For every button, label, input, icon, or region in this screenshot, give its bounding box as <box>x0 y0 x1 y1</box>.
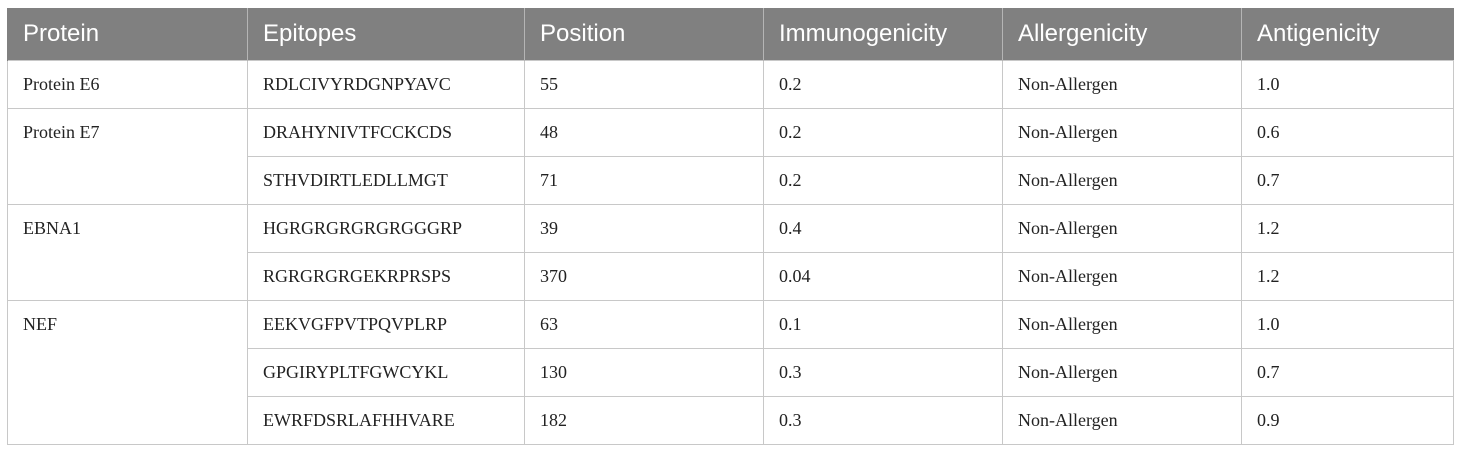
epitope-cell: HGRGRGRGRGRGGGRP <box>247 203 525 253</box>
epitope-cell: EEKVGFPVTPQVPLRP <box>247 299 525 349</box>
table-row: RGRGRGRGEKRPRSPS 370 0.04 Non-Allergen 1… <box>8 251 1454 301</box>
table-row: EWRFDSRLAFHHVARE 182 0.3 Non-Allergen 0.… <box>8 395 1454 445</box>
epitope-cell: GPGIRYPLTFGWCYKL <box>247 347 525 397</box>
antigenicity-cell: 0.9 <box>1241 395 1454 445</box>
epitope-table-container: Protein Epitopes Position Immunogenicity… <box>7 8 1454 445</box>
position-cell: 63 <box>524 299 764 349</box>
allergenicity-cell: Non-Allergen <box>1002 203 1242 253</box>
allergenicity-cell: Non-Allergen <box>1002 299 1242 349</box>
position-cell: 370 <box>524 251 764 301</box>
table-row: Protein E6 RDLCIVYRDGNPYAVC 55 0.2 Non-A… <box>7 59 1454 109</box>
protein-cell: EBNA1 <box>7 203 248 301</box>
header-allergenicity: Allergenicity <box>1002 8 1242 60</box>
protein-cell: NEF <box>7 299 248 445</box>
antigenicity-cell: 1.2 <box>1241 251 1454 301</box>
epitope-cell: EWRFDSRLAFHHVARE <box>247 395 525 445</box>
position-cell: 71 <box>524 155 764 205</box>
protein-cell: Protein E7 <box>7 107 248 205</box>
epitope-cell: DRAHYNIVTFCCKCDS <box>247 107 525 157</box>
position-cell: 55 <box>524 59 764 109</box>
immunogenicity-cell: 0.2 <box>763 155 1003 205</box>
epitope-cell: STHVDIRTLEDLLMGT <box>247 155 525 205</box>
antigenicity-cell: 0.7 <box>1241 347 1454 397</box>
position-cell: 130 <box>524 347 764 397</box>
table-row: EBNA1 HGRGRGRGRGRGGGRP 39 0.4 Non-Allerg… <box>7 203 1454 301</box>
epitope-cell: RGRGRGRGEKRPRSPS <box>247 251 525 301</box>
allergenicity-cell: Non-Allergen <box>1002 59 1242 109</box>
header-protein: Protein <box>7 8 248 60</box>
antigenicity-cell: 1.0 <box>1241 59 1454 109</box>
header-epitopes: Epitopes <box>247 8 525 60</box>
epitope-table: Protein Epitopes Position Immunogenicity… <box>7 8 1454 445</box>
immunogenicity-cell: 0.04 <box>763 251 1003 301</box>
immunogenicity-cell: 0.2 <box>763 59 1003 109</box>
allergenicity-cell: Non-Allergen <box>1002 155 1242 205</box>
immunogenicity-cell: 0.2 <box>763 107 1003 157</box>
protein-cell: Protein E6 <box>7 59 248 109</box>
epitope-cell: RDLCIVYRDGNPYAVC <box>247 59 525 109</box>
antigenicity-cell: 1.2 <box>1241 203 1454 253</box>
immunogenicity-cell: 0.3 <box>763 395 1003 445</box>
position-cell: 182 <box>524 395 764 445</box>
immunogenicity-cell: 0.1 <box>763 299 1003 349</box>
antigenicity-cell: 0.7 <box>1241 155 1454 205</box>
header-row: Protein Epitopes Position Immunogenicity… <box>7 8 1454 60</box>
table-row: NEF EEKVGFPVTPQVPLRP 63 0.1 Non-Allergen… <box>7 299 1454 445</box>
header-position: Position <box>524 8 764 60</box>
immunogenicity-cell: 0.3 <box>763 347 1003 397</box>
allergenicity-cell: Non-Allergen <box>1002 251 1242 301</box>
position-cell: 39 <box>524 203 764 253</box>
antigenicity-cell: 0.6 <box>1241 107 1454 157</box>
position-cell: 48 <box>524 107 764 157</box>
header-antigenicity: Antigenicity <box>1241 8 1454 60</box>
allergenicity-cell: Non-Allergen <box>1002 347 1242 397</box>
antigenicity-cell: 1.0 <box>1241 299 1454 349</box>
table-row: STHVDIRTLEDLLMGT 71 0.2 Non-Allergen 0.7 <box>8 155 1454 205</box>
table-row: Protein E7 DRAHYNIVTFCCKCDS 48 0.2 Non-A… <box>7 107 1454 205</box>
header-immunogenicity: Immunogenicity <box>763 8 1003 60</box>
table-row: GPGIRYPLTFGWCYKL 130 0.3 Non-Allergen 0.… <box>8 347 1454 397</box>
allergenicity-cell: Non-Allergen <box>1002 395 1242 445</box>
allergenicity-cell: Non-Allergen <box>1002 107 1242 157</box>
immunogenicity-cell: 0.4 <box>763 203 1003 253</box>
